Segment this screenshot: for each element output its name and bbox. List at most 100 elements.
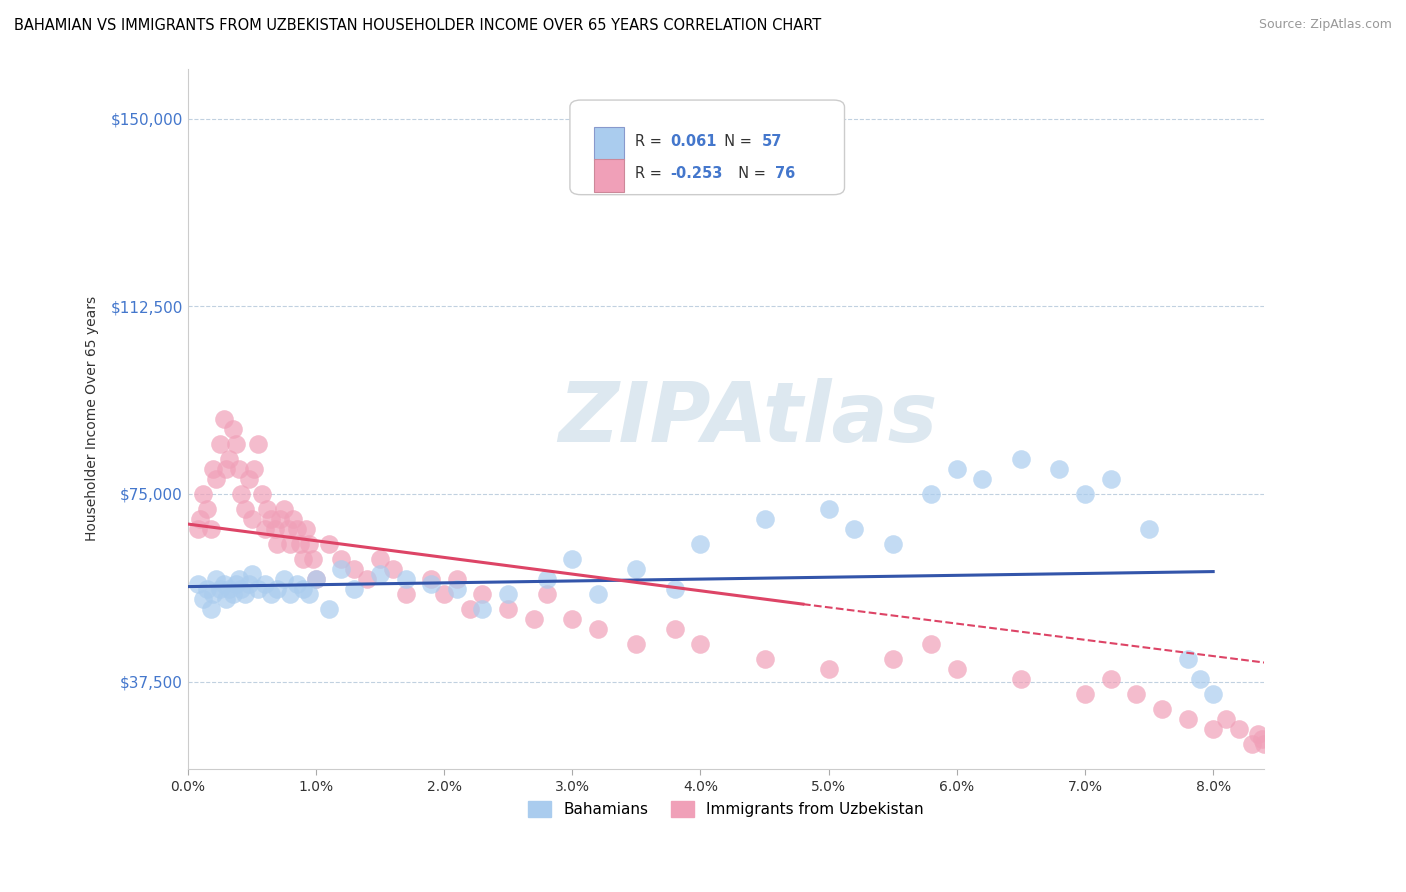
Point xyxy=(195,502,218,516)
Point xyxy=(1099,672,1122,686)
Point xyxy=(231,582,253,596)
Point xyxy=(381,562,404,576)
Point xyxy=(250,487,273,501)
Point xyxy=(205,472,228,486)
Point xyxy=(269,512,291,526)
Point xyxy=(920,487,942,501)
Point xyxy=(1047,462,1070,476)
Point xyxy=(247,437,270,451)
Point xyxy=(305,572,328,586)
Point xyxy=(664,622,686,636)
Point xyxy=(290,537,312,551)
Text: ZIPAtlas: ZIPAtlas xyxy=(558,378,938,459)
Point xyxy=(233,587,256,601)
Text: N =: N = xyxy=(716,134,756,149)
Point xyxy=(256,502,278,516)
Point xyxy=(218,582,240,596)
Point xyxy=(318,537,340,551)
Y-axis label: Householder Income Over 65 years: Householder Income Over 65 years xyxy=(86,296,100,541)
Point xyxy=(471,602,494,616)
Point xyxy=(278,537,301,551)
Point xyxy=(817,502,839,516)
Point xyxy=(1099,472,1122,486)
FancyBboxPatch shape xyxy=(569,100,845,194)
Point xyxy=(228,462,250,476)
Point xyxy=(1202,687,1225,701)
Point xyxy=(200,522,222,536)
Point xyxy=(394,587,416,601)
Point xyxy=(233,502,256,516)
Point xyxy=(215,592,238,607)
Text: 76: 76 xyxy=(775,167,794,181)
Point xyxy=(200,602,222,616)
Point xyxy=(263,522,285,536)
Point xyxy=(536,587,558,601)
Point xyxy=(247,582,270,596)
Point xyxy=(298,537,321,551)
Point xyxy=(1074,487,1097,501)
Point xyxy=(458,602,481,616)
Point xyxy=(946,462,969,476)
Point xyxy=(1202,723,1225,737)
Point xyxy=(471,587,494,601)
Point xyxy=(330,562,353,576)
Point xyxy=(844,522,866,536)
Point xyxy=(1074,687,1097,701)
Point xyxy=(920,637,942,651)
Point xyxy=(305,572,328,586)
Point xyxy=(238,472,260,486)
Point xyxy=(420,577,443,591)
Point xyxy=(273,572,295,586)
Point xyxy=(191,487,214,501)
Point xyxy=(1010,672,1032,686)
Point xyxy=(240,512,263,526)
Point xyxy=(302,552,325,566)
Point xyxy=(260,587,283,601)
Point xyxy=(238,577,260,591)
Point xyxy=(1010,452,1032,467)
Text: R =: R = xyxy=(634,134,666,149)
Point xyxy=(356,572,378,586)
Point xyxy=(817,662,839,676)
Text: R =: R = xyxy=(634,167,666,181)
Point xyxy=(330,552,353,566)
Point xyxy=(221,587,243,601)
FancyBboxPatch shape xyxy=(593,127,624,161)
Point xyxy=(561,612,583,626)
Point xyxy=(243,462,266,476)
Point xyxy=(1215,712,1237,726)
Point xyxy=(292,552,315,566)
Point xyxy=(221,422,243,436)
Point xyxy=(195,582,218,596)
Point xyxy=(586,587,609,601)
Point xyxy=(496,602,519,616)
Point xyxy=(1125,687,1147,701)
Point xyxy=(205,572,228,586)
Point xyxy=(231,487,253,501)
Point xyxy=(292,582,315,596)
Point xyxy=(225,577,247,591)
Point xyxy=(626,562,648,576)
Point xyxy=(754,652,776,666)
Point xyxy=(1137,522,1160,536)
Point xyxy=(882,537,904,551)
Point xyxy=(266,537,288,551)
Text: 57: 57 xyxy=(762,134,782,149)
Point xyxy=(1240,737,1263,751)
Text: BAHAMIAN VS IMMIGRANTS FROM UZBEKISTAN HOUSEHOLDER INCOME OVER 65 YEARS CORRELAT: BAHAMIAN VS IMMIGRANTS FROM UZBEKISTAN H… xyxy=(14,18,821,33)
Point xyxy=(664,582,686,596)
FancyBboxPatch shape xyxy=(593,159,624,193)
Point xyxy=(368,567,391,582)
Point xyxy=(215,462,238,476)
Point xyxy=(561,552,583,566)
Point xyxy=(972,472,994,486)
Point xyxy=(187,577,209,591)
Point xyxy=(285,522,308,536)
Point xyxy=(278,587,301,601)
Text: 0.061: 0.061 xyxy=(671,134,717,149)
Point xyxy=(1150,702,1173,716)
Point xyxy=(253,522,276,536)
Point xyxy=(523,612,546,626)
Point xyxy=(208,437,231,451)
Point xyxy=(191,592,214,607)
